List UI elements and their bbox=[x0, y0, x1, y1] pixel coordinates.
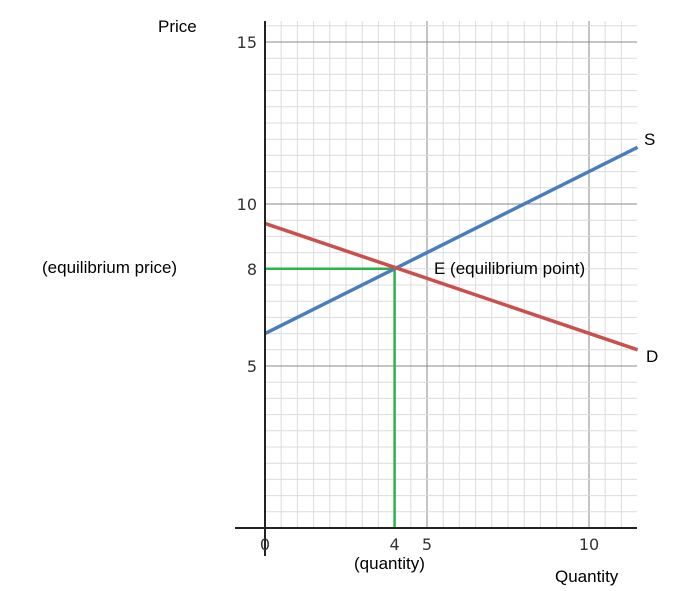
x-axis-label: Quantity bbox=[555, 567, 619, 586]
series-line-s bbox=[264, 145, 639, 336]
series-lines bbox=[264, 145, 639, 352]
series-line-d bbox=[264, 221, 639, 352]
equilibrium-point-label: E (equilibrium point) bbox=[434, 259, 585, 278]
series-label-s: S bbox=[644, 130, 655, 149]
y-tick-label: 15 bbox=[237, 33, 257, 52]
equilibrium-price-label: (equilibrium price) bbox=[42, 258, 177, 277]
labels: Price Quantity (equilibrium price) (quan… bbox=[42, 17, 658, 586]
x-tick-label: 10 bbox=[579, 535, 599, 554]
x-tick-label: 5 bbox=[422, 535, 432, 554]
equilibrium-guides bbox=[265, 267, 396, 528]
x-tick-label: 0 bbox=[260, 535, 270, 554]
tick-labels: 5 8 10 15 0 4 5 10 bbox=[237, 33, 600, 554]
equilibrium-quantity-label: (quantity) bbox=[354, 554, 425, 573]
y-tick-label: 5 bbox=[247, 357, 257, 376]
y-tick-label: 8 bbox=[247, 260, 257, 279]
y-axis-label: Price bbox=[158, 17, 197, 36]
y-tick-label: 10 bbox=[237, 195, 257, 214]
axes bbox=[235, 21, 637, 556]
series-label-d: D bbox=[646, 347, 658, 366]
x-tick-label: 4 bbox=[390, 535, 400, 554]
grid bbox=[264, 21, 637, 529]
